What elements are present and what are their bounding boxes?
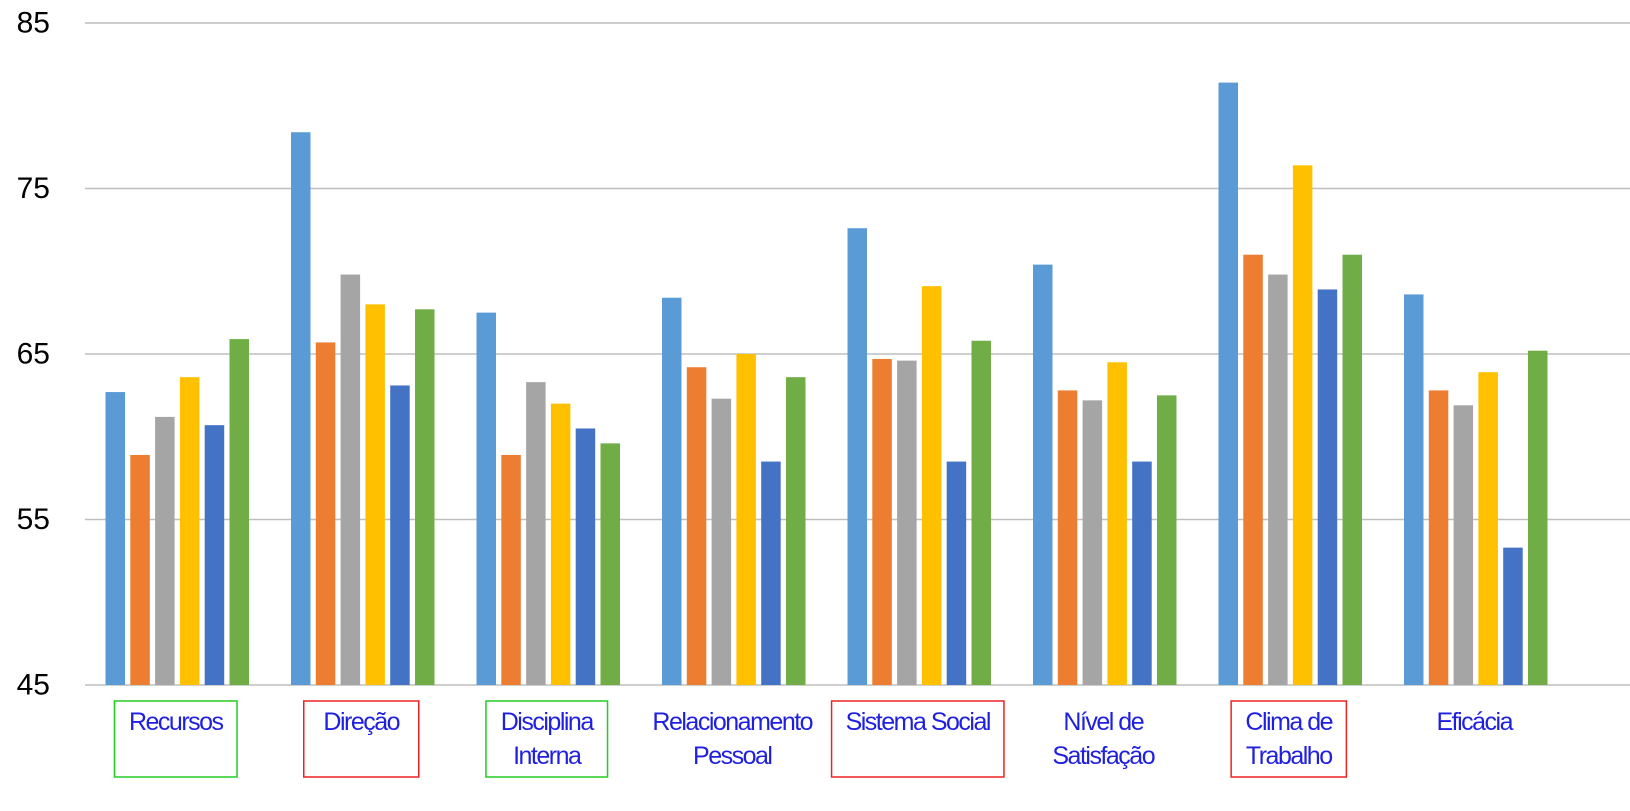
- bar: [786, 377, 806, 685]
- bar: [315, 342, 336, 685]
- bar: [1157, 395, 1177, 685]
- bar: [291, 132, 311, 686]
- bar: [847, 228, 867, 685]
- bar: [526, 382, 546, 685]
- y-tick-label: 75: [17, 172, 50, 205]
- bar: [501, 454, 521, 685]
- bar: [872, 358, 892, 685]
- bar: [1218, 82, 1238, 685]
- x-tick-label: Satisfação: [1052, 742, 1154, 770]
- y-axis-tick-labels: 45 55 65 75 85: [17, 7, 50, 702]
- bar: [1132, 461, 1152, 685]
- bar: [711, 398, 732, 685]
- bar: [946, 461, 967, 685]
- bar: [736, 354, 756, 685]
- bar: [204, 425, 225, 685]
- bar: [476, 312, 496, 685]
- bar: [1478, 372, 1498, 685]
- bar: [155, 416, 175, 685]
- x-tick-label: Nível de: [1063, 708, 1143, 736]
- bar: [340, 274, 361, 685]
- bar: [365, 304, 385, 685]
- x-tick-label: Recursos: [129, 708, 224, 736]
- bar: [1292, 165, 1313, 685]
- bar: [897, 360, 917, 685]
- bar: [229, 339, 249, 685]
- x-tick-label: Clima de: [1245, 708, 1332, 736]
- bar: [1057, 390, 1078, 685]
- bar: [1033, 264, 1053, 685]
- y-tick-label: 85: [17, 7, 50, 40]
- x-axis-category-labels: Recursos Direção Disciplina Interna Relacion…: [129, 708, 1515, 770]
- bar: [921, 286, 942, 685]
- x-tick-label: Trabalho: [1246, 742, 1332, 770]
- y-tick-label: 55: [17, 503, 50, 536]
- category-highlight-box: [303, 700, 420, 778]
- x-tick-label: Disciplina: [501, 708, 595, 736]
- bar: [971, 340, 991, 685]
- bar: [575, 428, 596, 685]
- bar: [179, 377, 200, 685]
- x-tick-label: Pessoal: [693, 742, 771, 770]
- y-tick-label: 45: [17, 669, 50, 702]
- x-tick-label: Direção: [323, 708, 399, 736]
- bars: [105, 82, 1548, 686]
- bar: [761, 461, 781, 685]
- bar: [550, 403, 571, 685]
- category-highlight-box: [830, 700, 1005, 778]
- bar: [1107, 362, 1127, 685]
- bar: [1404, 294, 1424, 685]
- y-tick-label: 65: [17, 338, 50, 371]
- category-highlight-box: [485, 700, 609, 778]
- bar: [1453, 405, 1474, 685]
- bar: [1342, 254, 1362, 685]
- category-highlight-box: [113, 700, 238, 778]
- x-tick-label: Sistema Social: [846, 708, 990, 736]
- bar: [1317, 289, 1338, 685]
- bar: [1082, 400, 1103, 685]
- x-tick-label: Eficácia: [1436, 708, 1513, 736]
- category-highlight-box: [1230, 700, 1348, 778]
- bar: [1428, 390, 1449, 685]
- bar: [1528, 350, 1548, 685]
- bar: [105, 392, 125, 685]
- bar: [662, 297, 682, 685]
- bar: [1243, 254, 1263, 685]
- x-tick-label: Interna: [513, 742, 582, 770]
- bar: [1268, 274, 1288, 685]
- bar: [686, 367, 707, 685]
- bar: [415, 309, 435, 685]
- x-tick-label: Relacionamento: [652, 708, 812, 736]
- bar: [130, 454, 150, 685]
- bar: [600, 443, 620, 685]
- bar: [1503, 547, 1523, 685]
- bar: [390, 385, 410, 685]
- category-boxes: [113, 700, 1348, 778]
